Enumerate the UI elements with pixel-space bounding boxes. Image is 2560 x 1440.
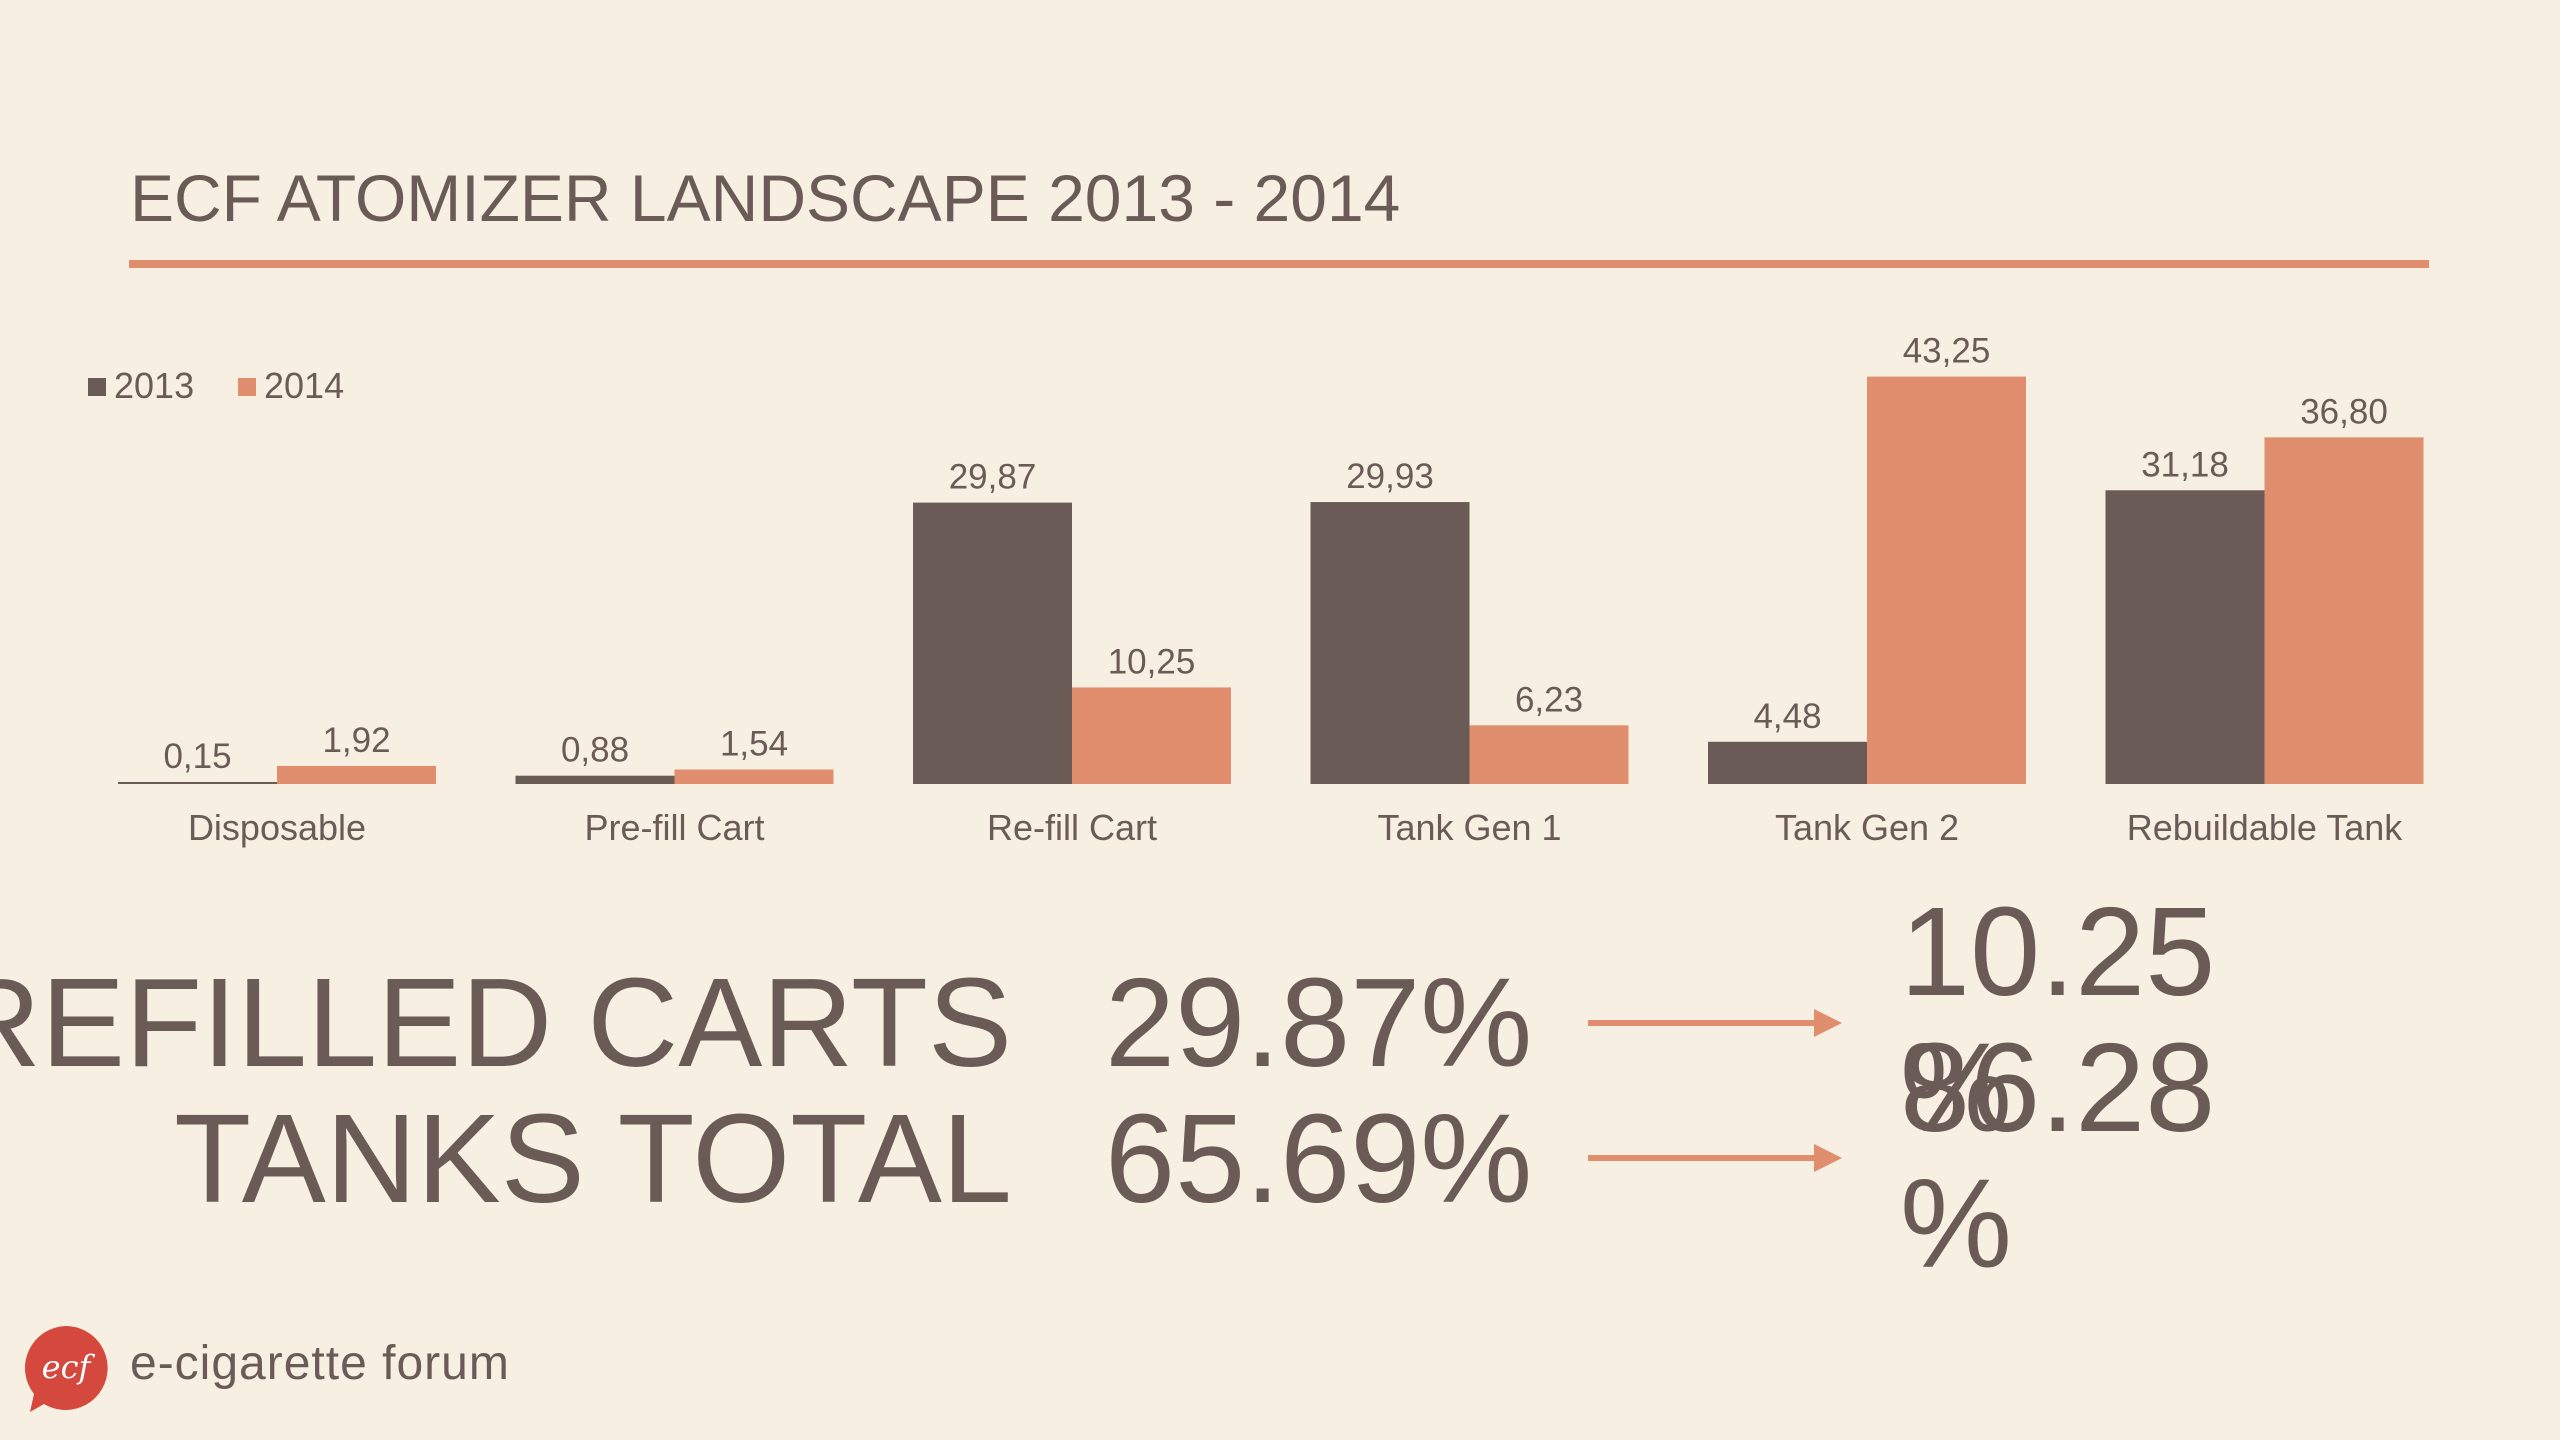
bar-2013-tank-gen-2 xyxy=(1708,741,1867,784)
data-label: 31,18 xyxy=(2141,445,2229,484)
bar-chart: 0,15 1,92 Disposable 0,88 1,54 Pre-fill Cart 2… xyxy=(88,332,2424,848)
category-label: Disposable xyxy=(188,807,366,848)
brand-name: e-cigarette forum xyxy=(130,1337,510,1390)
stat-after-tanks-total: 86.28 % xyxy=(1900,1017,2216,1294)
bar-2013-pre-fill-cart xyxy=(515,775,675,784)
ecf-logo: ecf xyxy=(24,1326,108,1412)
legend-label: 2014 xyxy=(264,365,344,406)
bar-2013-tank-gen-1 xyxy=(1310,502,1470,784)
bar-2013-rebuildable-tank xyxy=(2105,490,2265,784)
stat-before-tanks-total: 65.69% xyxy=(1105,1088,1533,1229)
category-label: Tank Gen 2 xyxy=(1775,807,1959,848)
category-label: Tank Gen 1 xyxy=(1377,807,1561,848)
title-divider xyxy=(129,260,2429,268)
data-label: 29,93 xyxy=(1346,457,1434,496)
bar-2013-re-fill-cart xyxy=(913,502,1072,784)
bar-2014-pre-fill-cart xyxy=(674,769,834,784)
data-label: 4,48 xyxy=(1753,697,1821,736)
data-label: 1,54 xyxy=(720,724,788,763)
legend-swatch xyxy=(238,378,256,396)
legend-label: 2013 xyxy=(114,365,194,406)
arrow-refilled-carts xyxy=(1588,1020,1828,1026)
data-label: 29,87 xyxy=(949,458,1037,497)
slide-title: ECF ATOMIZER LANDSCAPE 2013 - 2014 xyxy=(130,161,1401,235)
data-label: 1,92 xyxy=(322,721,390,760)
legend-swatch xyxy=(88,378,106,396)
bar-2014-rebuildable-tank xyxy=(2264,437,2424,784)
stat-label-refilled-carts: REFILLED CARTS xyxy=(0,952,1012,1093)
bar-2014-disposable xyxy=(277,765,436,784)
data-label: 43,25 xyxy=(1903,332,1991,371)
arrow-head-icon xyxy=(1814,1144,1842,1172)
logo-text: ecf xyxy=(42,1348,96,1386)
category-label: Re-fill Cart xyxy=(987,807,1157,848)
bar-2014-tank-gen-1 xyxy=(1469,725,1629,784)
data-label: 6,23 xyxy=(1515,680,1583,719)
arrow-head-icon xyxy=(1814,1009,1842,1037)
category-label: Pre-fill Cart xyxy=(584,807,764,848)
data-label: 36,80 xyxy=(2300,392,2388,431)
bar-2014-re-fill-cart xyxy=(1072,687,1231,784)
bar-2013-disposable xyxy=(118,782,277,784)
stat-before-refilled-carts: 29.87% xyxy=(1105,952,1533,1093)
category-label: Rebuildable Tank xyxy=(2127,807,2404,848)
stat-after-refilled-carts: 10.25 % xyxy=(1900,881,2216,1158)
bar-2014-tank-gen-2 xyxy=(1867,376,2026,784)
arrow-tanks-total xyxy=(1588,1155,1828,1161)
data-label: 0,15 xyxy=(163,737,231,776)
data-label: 10,25 xyxy=(1108,642,1196,681)
stat-label-tanks-total: TANKS TOTAL xyxy=(174,1088,1012,1229)
data-label: 0,88 xyxy=(561,731,629,770)
